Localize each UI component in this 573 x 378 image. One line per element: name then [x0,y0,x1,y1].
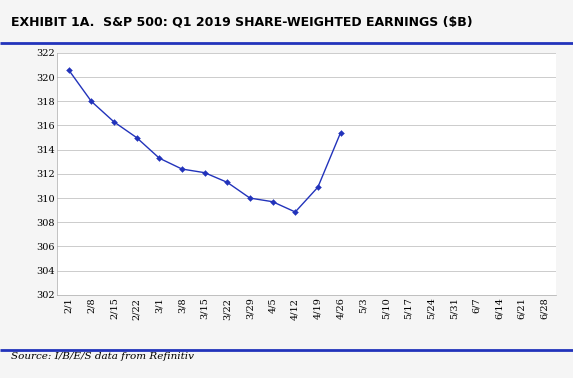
Text: EXHIBIT 1A.  S&P 500: Q1 2019 SHARE-WEIGHTED EARNINGS ($B): EXHIBIT 1A. S&P 500: Q1 2019 SHARE-WEIGH… [11,15,473,28]
Text: Source: I/B/E/S data from Refinitiv: Source: I/B/E/S data from Refinitiv [11,352,194,361]
